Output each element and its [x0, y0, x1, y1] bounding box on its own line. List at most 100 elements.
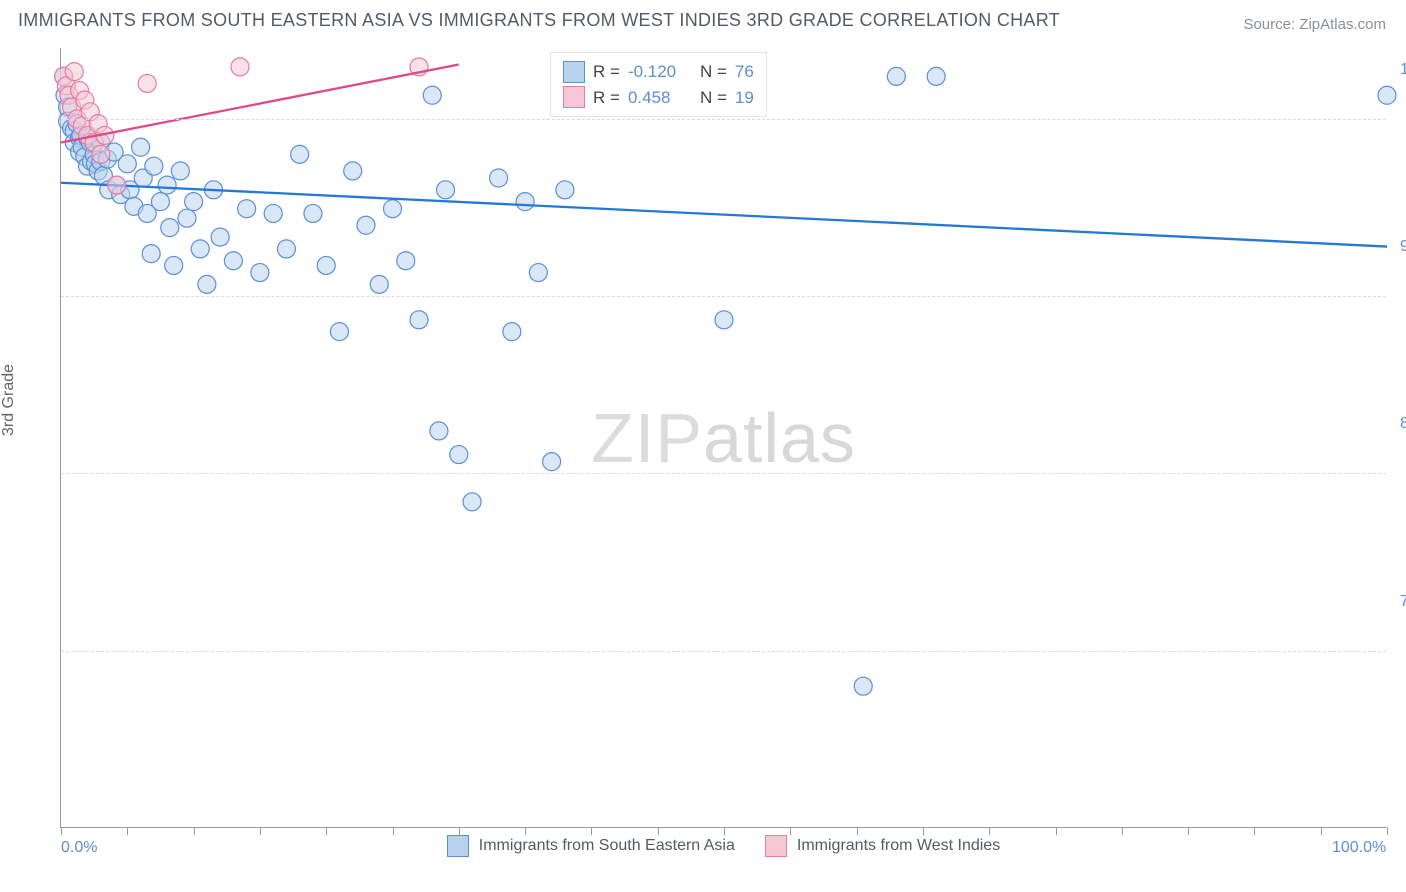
data-point [198, 275, 216, 293]
x-tick [591, 827, 592, 835]
data-point [145, 157, 163, 175]
scatter-plot [61, 48, 1386, 827]
y-tick-label: 92.5% [1392, 238, 1406, 256]
legend-stat-row: R = -0.120 N = 76 [563, 59, 754, 85]
data-point [231, 58, 249, 76]
data-point [277, 240, 295, 258]
x-tick [525, 827, 526, 835]
x-tick [989, 827, 990, 835]
data-point [516, 193, 534, 211]
x-tick [260, 827, 261, 835]
data-point [165, 256, 183, 274]
n-label: N = [700, 59, 727, 85]
source-label: Source: ZipAtlas.com [1243, 16, 1386, 33]
data-point [397, 252, 415, 270]
data-point [178, 209, 196, 227]
legend-label: Immigrants from South Eastern Asia [479, 837, 735, 855]
legend-item: Immigrants from West Indies [765, 835, 1000, 857]
data-point [65, 63, 83, 81]
legend-bottom: Immigrants from South Eastern Asia Immigr… [61, 835, 1386, 857]
legend-swatch [563, 61, 585, 83]
data-point [1378, 86, 1396, 104]
n-value: 19 [735, 85, 754, 111]
x-tick [61, 827, 62, 835]
chart-container: IMMIGRANTS FROM SOUTH EASTERN ASIA VS IM… [0, 0, 1406, 892]
x-tick [459, 827, 460, 835]
data-point [151, 193, 169, 211]
trend-line [61, 65, 459, 143]
data-point [450, 446, 468, 464]
x-tick [1188, 827, 1189, 835]
data-point [384, 200, 402, 218]
x-tick [1056, 827, 1057, 835]
data-point [224, 252, 242, 270]
data-point [92, 145, 110, 163]
x-tick [393, 827, 394, 835]
legend-label: Immigrants from West Indies [797, 837, 1000, 855]
x-tick [194, 827, 195, 835]
data-point [430, 422, 448, 440]
data-point [118, 155, 136, 173]
data-point [437, 181, 455, 199]
data-point [357, 216, 375, 234]
legend-stats: R = -0.120 N = 76 R = 0.458 N = 19 [550, 52, 767, 117]
n-label: N = [700, 85, 727, 111]
x-tick [1387, 827, 1388, 835]
data-point [138, 74, 156, 92]
gridline [61, 651, 1386, 652]
x-tick [1321, 827, 1322, 835]
data-point [529, 264, 547, 282]
gridline [61, 473, 1386, 474]
data-point [463, 493, 481, 511]
r-label: R = [593, 85, 620, 111]
data-point [238, 200, 256, 218]
legend-swatch [765, 835, 787, 857]
legend-item: Immigrants from South Eastern Asia [447, 835, 735, 857]
y-tick-label: 77.5% [1392, 593, 1406, 611]
data-point [171, 162, 189, 180]
plot-area: ZIPatlas 0.0%100.0%Immigrants from South… [60, 48, 1386, 828]
data-point [211, 228, 229, 246]
data-point [927, 67, 945, 85]
r-value: 0.458 [628, 85, 692, 111]
x-tick [1122, 827, 1123, 835]
gridline [61, 296, 1386, 297]
data-point [158, 176, 176, 194]
x-tick [724, 827, 725, 835]
x-tick [326, 827, 327, 835]
legend-swatch [563, 86, 585, 108]
data-point [142, 245, 160, 263]
chart-title: IMMIGRANTS FROM SOUTH EASTERN ASIA VS IM… [18, 10, 1060, 31]
data-point [715, 311, 733, 329]
data-point [503, 323, 521, 341]
data-point [185, 193, 203, 211]
data-point [161, 219, 179, 237]
data-point [251, 264, 269, 282]
data-point [887, 67, 905, 85]
data-point [264, 204, 282, 222]
gridline [61, 119, 1386, 120]
data-point [108, 176, 126, 194]
data-point [317, 256, 335, 274]
data-point [556, 181, 574, 199]
r-label: R = [593, 59, 620, 85]
y-axis-label: 3rd Grade [0, 364, 18, 436]
data-point [490, 169, 508, 187]
data-point [304, 204, 322, 222]
x-tick [790, 827, 791, 835]
x-tick [923, 827, 924, 835]
data-point [423, 86, 441, 104]
data-point [344, 162, 362, 180]
trend-line [61, 183, 1387, 247]
y-tick-label: 100.0% [1392, 61, 1406, 79]
x-tick [1254, 827, 1255, 835]
r-value: -0.120 [628, 59, 692, 85]
data-point [854, 677, 872, 695]
data-point [191, 240, 209, 258]
data-point [132, 138, 150, 156]
n-value: 76 [735, 59, 754, 85]
data-point [330, 323, 348, 341]
data-point [291, 145, 309, 163]
legend-stat-row: R = 0.458 N = 19 [563, 85, 754, 111]
data-point [370, 275, 388, 293]
